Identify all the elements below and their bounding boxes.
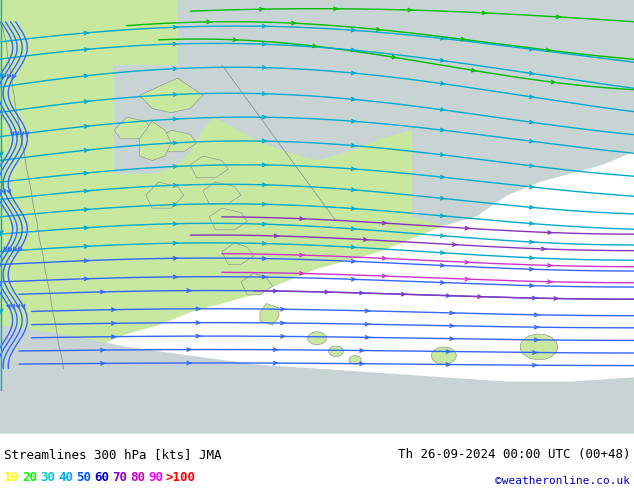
Polygon shape — [139, 122, 171, 160]
Polygon shape — [0, 0, 634, 368]
Polygon shape — [114, 117, 152, 139]
Text: Th 26-09-2024 00:00 UTC (00+48): Th 26-09-2024 00:00 UTC (00+48) — [398, 448, 630, 461]
Polygon shape — [209, 208, 247, 230]
Polygon shape — [114, 65, 222, 173]
Text: >100: >100 — [166, 471, 196, 484]
Text: 90: 90 — [148, 471, 163, 484]
Polygon shape — [260, 303, 279, 325]
Text: 80: 80 — [130, 471, 145, 484]
Polygon shape — [146, 182, 184, 208]
Polygon shape — [222, 243, 254, 265]
Polygon shape — [203, 182, 241, 204]
Polygon shape — [307, 332, 327, 345]
Polygon shape — [431, 347, 456, 364]
Text: 70: 70 — [112, 471, 127, 484]
Polygon shape — [521, 334, 558, 360]
Polygon shape — [328, 346, 344, 356]
Text: ©weatheronline.co.uk: ©weatheronline.co.uk — [495, 476, 630, 486]
Polygon shape — [0, 325, 634, 434]
Polygon shape — [190, 156, 228, 178]
Text: 40: 40 — [58, 471, 73, 484]
Polygon shape — [158, 130, 197, 152]
Text: 20: 20 — [22, 471, 37, 484]
Text: 60: 60 — [94, 471, 109, 484]
Polygon shape — [412, 0, 634, 225]
Polygon shape — [241, 273, 273, 295]
Polygon shape — [139, 78, 203, 113]
Text: Streamlines 300 hPa [kts] JMA: Streamlines 300 hPa [kts] JMA — [4, 448, 221, 461]
Polygon shape — [349, 356, 361, 364]
Polygon shape — [178, 0, 412, 160]
Text: 50: 50 — [76, 471, 91, 484]
Text: 10: 10 — [4, 471, 19, 484]
Text: 30: 30 — [40, 471, 55, 484]
